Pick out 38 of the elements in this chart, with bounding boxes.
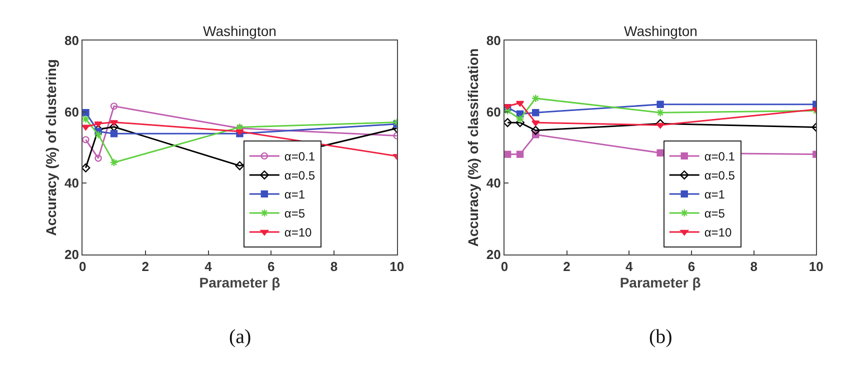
- y-axis-title: Accuracy (%) of clustering: [43, 59, 60, 236]
- chart-title: Washington: [624, 23, 698, 39]
- x-axis-title: Parameter β: [199, 274, 281, 290]
- chart-title: Washington: [203, 23, 276, 39]
- x-tick-label: 6: [688, 259, 696, 274]
- legend-label: α=1: [704, 188, 726, 202]
- text: (b): [649, 326, 672, 348]
- y-tick-label: 20: [64, 247, 79, 262]
- legend-label: α=0.1: [704, 150, 736, 164]
- legend-label: α=5: [704, 206, 726, 221]
- legend-label: α=0.1: [284, 150, 316, 164]
- legend-label: α=0.5: [284, 168, 316, 183]
- x-tick-label: 4: [204, 259, 213, 274]
- y-tick-label: 20: [486, 247, 501, 262]
- legend-label: α=10: [284, 226, 312, 240]
- x-tick-label: 2: [142, 259, 150, 274]
- legend-label: α=0.5: [704, 168, 736, 183]
- y-axis-title: Accuracy (%) of classification: [464, 48, 481, 247]
- x-axis-title: Parameter β: [620, 274, 702, 290]
- y-tick-label: 40: [64, 176, 79, 191]
- x-tick-label: 10: [808, 259, 824, 274]
- x-tick-label: 4: [626, 259, 634, 274]
- y-tick-label: 40: [486, 176, 501, 191]
- x-tick-label: 2: [563, 259, 570, 274]
- x-tick-label: 0: [500, 259, 508, 274]
- x-tick-label: 10: [390, 259, 404, 274]
- y-tick-label: 80: [64, 33, 79, 48]
- x-tick-label: 0: [78, 259, 86, 274]
- y-tick-label: 60: [486, 104, 501, 120]
- y-tick-label: 60: [64, 104, 79, 120]
- x-tick-label: 8: [330, 259, 338, 274]
- y-tick-label: 80: [486, 33, 501, 48]
- legend-label: α=10: [704, 226, 732, 240]
- x-tick-label: 8: [750, 259, 758, 274]
- legend-label: α=1: [284, 188, 306, 202]
- text: (a): [229, 326, 252, 348]
- legend-label: α=5: [284, 206, 306, 221]
- x-tick-label: 6: [268, 259, 275, 274]
